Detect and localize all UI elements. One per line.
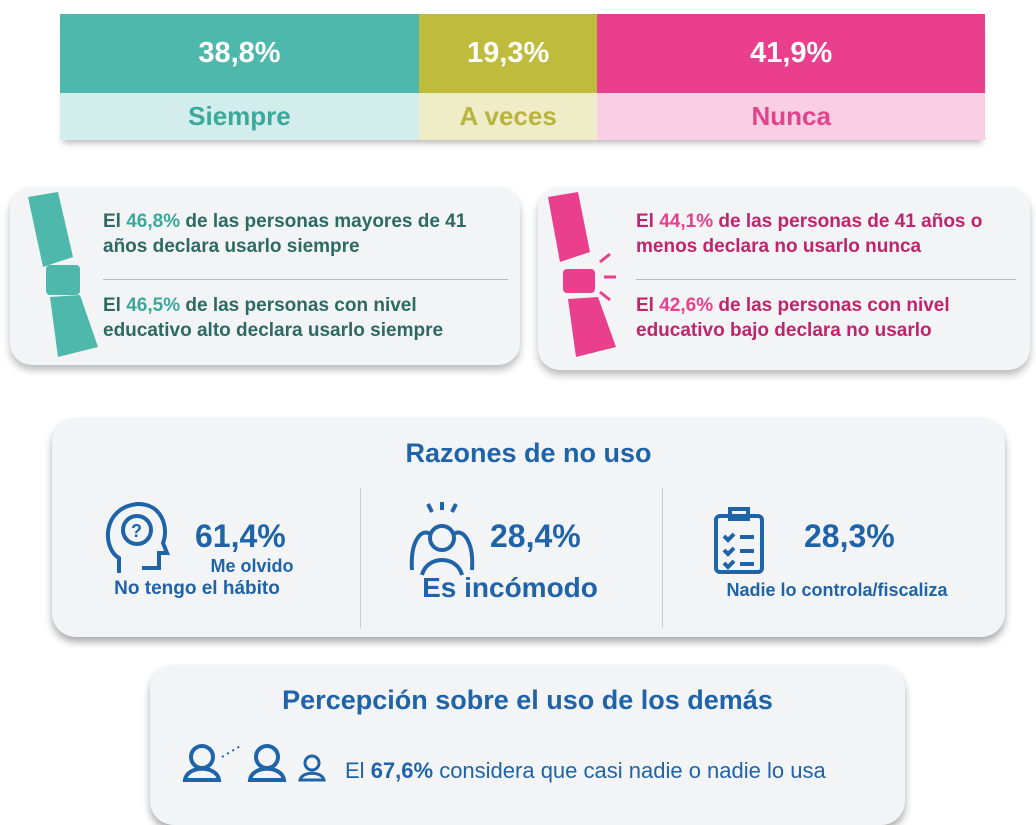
text-part: de las personas de 41 años o menos decla… — [636, 211, 983, 257]
text-part: El — [103, 211, 127, 232]
text-part: de las personas con nivel educativo bajo… — [636, 295, 950, 341]
text-part: El — [636, 211, 660, 232]
uncomfortable-icon — [409, 502, 475, 576]
highlight: 42,6% — [659, 295, 714, 316]
highlight: 46,5% — [126, 295, 181, 316]
reasons-panel: Razones de no uso ? 61,4% Me olvido No t… — [52, 418, 1005, 637]
svg-text:?: ? — [131, 521, 142, 541]
segment-value: 38,8% — [60, 14, 419, 93]
people-icon — [182, 744, 326, 782]
bar-segment: 41,9% Nunca — [597, 14, 985, 140]
card-always: El 46,8% de las personas mayores de 41 a… — [10, 187, 520, 365]
perception-title: Percepción sobre el uso de los demás — [282, 685, 773, 715]
bar-segment: 19,3% A veces — [418, 14, 598, 140]
segment-name: Nunca — [597, 93, 985, 140]
text-part: El — [636, 295, 660, 316]
reasons-title: Razones de no uso — [405, 438, 652, 468]
seatbelt-icon — [28, 192, 98, 357]
highlight: 46,8% — [126, 211, 181, 232]
divider — [103, 279, 508, 280]
text-part: de las personas mayores de 41 años decla… — [103, 211, 467, 257]
seatbelt-icon — [548, 192, 616, 357]
card-never: El 44,1% de las personas de 41 años o me… — [538, 187, 1030, 370]
segment-value: 41,9% — [597, 14, 985, 93]
reason-value: 28,3% — [804, 518, 895, 554]
card-text: El 46,5% de las personas con nivel educa… — [103, 293, 508, 343]
perception-panel: Percepción sobre el uso de los demás El … — [150, 665, 905, 825]
usage-bar: 38,8% Siempre 19,3% A veces 41,9% Nunca — [60, 14, 985, 140]
highlight: 67,6% — [370, 758, 434, 783]
bar-segment: 38,8% Siempre — [60, 14, 419, 140]
perception-text: El 67,6% considera que casi nadie o nadi… — [345, 758, 826, 784]
reason-label: Nadie lo controla/fiscaliza — [726, 580, 948, 600]
text-part: de las personas con nivel educativo alto… — [103, 295, 444, 341]
divider — [360, 488, 361, 628]
card-text: El 42,6% de las personas con nivel educa… — [636, 293, 1021, 343]
forget-icon: ? — [105, 501, 170, 573]
segment-name: Siempre — [60, 93, 419, 140]
reason-value: 28,4% — [490, 518, 581, 554]
divider — [636, 279, 1016, 280]
card-text: El 44,1% de las personas de 41 años o me… — [636, 209, 1021, 259]
text-part: considera que casi nadie o nadie lo usa — [433, 758, 826, 783]
page: 38,8% Siempre 19,3% A veces 41,9% Nunca El 46… — [10, 14, 1030, 825]
segment-value: 19,3% — [418, 14, 598, 93]
reason-label: No tengo el hábito — [114, 578, 280, 599]
text-part: El — [103, 295, 127, 316]
card-text: El 46,8% de las personas mayores de 41 a… — [103, 209, 503, 259]
segment-name: A veces — [418, 93, 598, 140]
text-part: El — [345, 758, 371, 783]
reason-label: Es incómodo — [422, 572, 598, 603]
reason-value: 61,4% — [195, 518, 286, 554]
highlight: 44,1% — [659, 211, 714, 232]
checklist-icon — [714, 507, 764, 574]
reason-label: Me olvido — [210, 556, 294, 576]
divider — [662, 488, 663, 628]
